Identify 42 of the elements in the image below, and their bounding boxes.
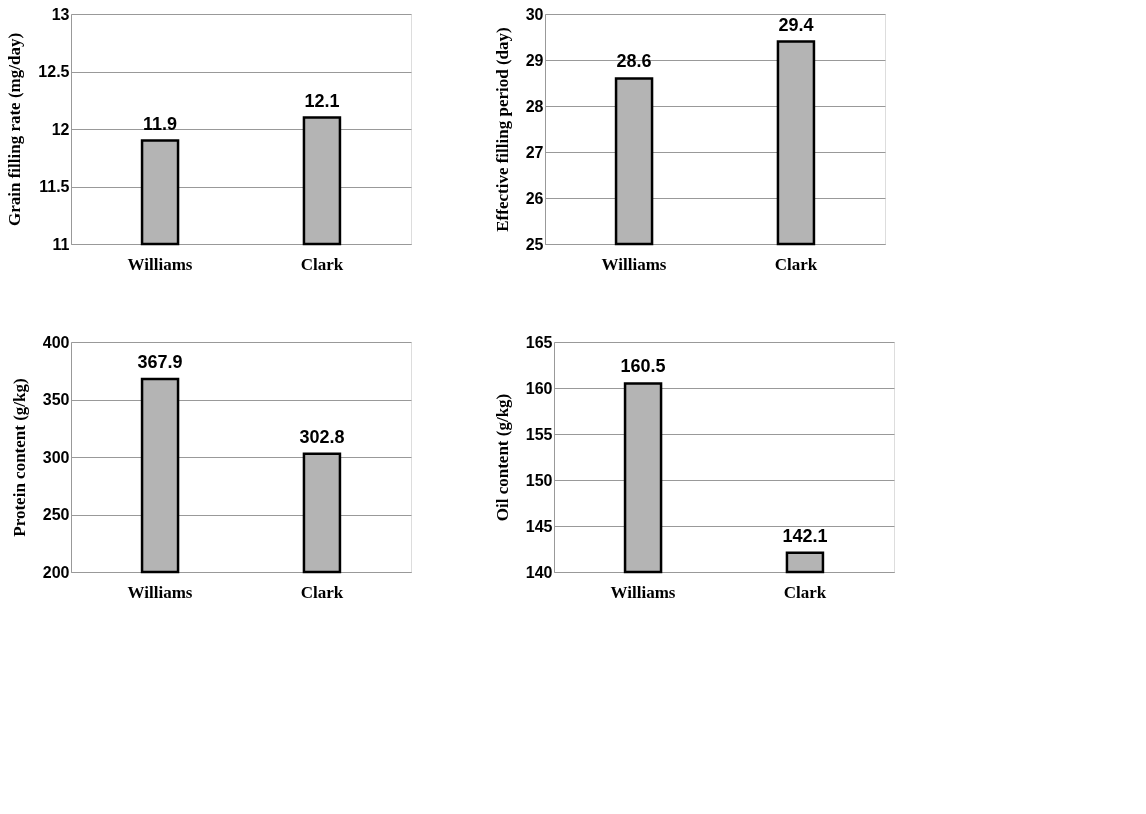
- y-tick-label: 12.5: [38, 63, 70, 80]
- y-tick-label: 155: [525, 425, 553, 443]
- x-tick-label: Clark: [774, 254, 818, 274]
- y-tick-label: 30: [525, 5, 544, 23]
- data-label: 142.1: [782, 525, 828, 546]
- y-tick-label: 27: [525, 143, 544, 161]
- y-axis-title: Oil content (g/kg): [492, 393, 512, 522]
- data-label: 12.1: [304, 90, 340, 111]
- data-label: 160.5: [620, 356, 666, 377]
- y-tick-label: 145: [525, 517, 553, 535]
- y-tick-label: 11: [52, 235, 70, 253]
- x-tick-label: Clark: [300, 254, 344, 274]
- y-tick-label: 140: [525, 563, 553, 581]
- x-tick-label: Williams: [127, 254, 193, 274]
- y-tick-label: 350: [42, 391, 70, 408]
- y-tick-label: 400: [42, 333, 70, 351]
- data-label: 11.9: [143, 113, 178, 134]
- data-label: 302.8: [299, 426, 345, 447]
- x-tick-label: Clark: [300, 582, 344, 602]
- y-tick-label: 25: [525, 235, 544, 253]
- y-tick-label: 150: [525, 471, 553, 489]
- y-tick-label: 200: [42, 563, 70, 581]
- y-axis-title: Protein content (g/kg): [9, 378, 29, 537]
- y-tick-label: 160: [525, 379, 553, 397]
- y-axis-title: Grain filling rate (mg/day): [5, 32, 25, 227]
- x-tick-label: Williams: [610, 582, 676, 602]
- y-tick-label: 250: [42, 506, 70, 523]
- data-label: 29.4: [778, 14, 814, 35]
- y-tick-label: 300: [42, 448, 70, 466]
- y-tick-label: 165: [525, 333, 553, 351]
- x-tick-label: Clark: [783, 582, 827, 602]
- y-tick-label: 13: [51, 5, 70, 23]
- x-tick-label: Williams: [127, 582, 193, 602]
- y-axis-title: Effective filling period (day): [492, 27, 512, 232]
- y-tick-label: 26: [525, 189, 544, 207]
- x-tick-label: Williams: [601, 254, 667, 274]
- data-label: 28.6: [616, 51, 652, 72]
- y-tick-label: 29: [525, 51, 544, 69]
- y-tick-label: 28: [525, 97, 544, 115]
- data-label: 367.9: [137, 351, 183, 372]
- y-tick-label: 12: [51, 120, 70, 138]
- y-tick-label: 11.5: [39, 178, 70, 195]
